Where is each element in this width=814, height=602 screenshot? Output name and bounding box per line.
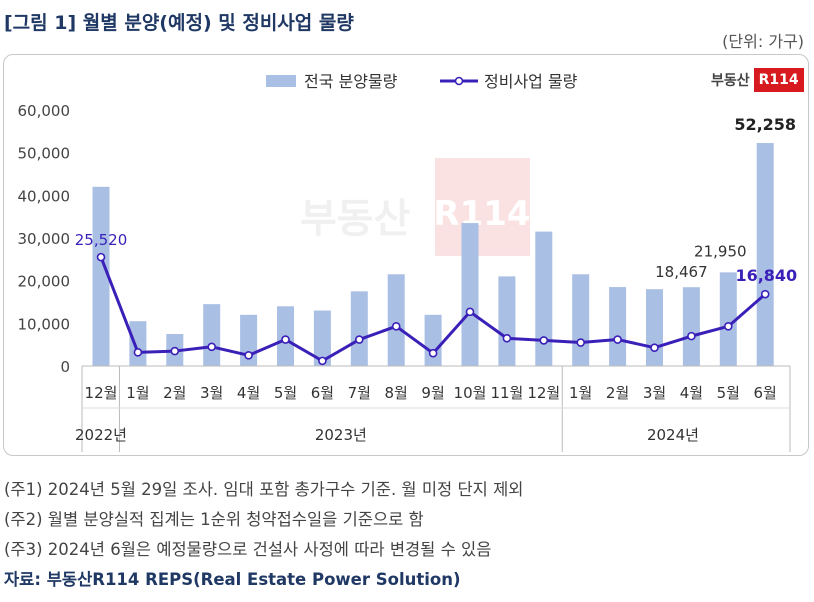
data-label: 52,258 bbox=[734, 115, 796, 134]
line-marker bbox=[428, 348, 438, 358]
watermark-box-text: R114 bbox=[433, 194, 530, 234]
y-tick-label: 10,000 bbox=[18, 315, 71, 333]
x-tick-label: 11월 bbox=[490, 384, 523, 402]
line-marker bbox=[281, 335, 290, 344]
line-marker bbox=[244, 351, 253, 360]
chart-title: [그림 1] 월별 분양(예정) 및 정비사업 물량 bbox=[4, 12, 354, 34]
bar bbox=[387, 274, 405, 366]
x-tick-label: 6월 bbox=[754, 384, 777, 402]
x-tick-label: 12월 bbox=[527, 384, 560, 402]
bar bbox=[424, 314, 442, 366]
brand-logo-text: 부동산 bbox=[711, 73, 750, 89]
note-2: (주2) 월별 분양실적 집계는 1순위 청약접수일을 기준으로 함 bbox=[4, 510, 424, 529]
bar bbox=[203, 304, 221, 366]
y-tick-label: 40,000 bbox=[18, 187, 71, 205]
year-group-label: 2022년 bbox=[75, 426, 127, 444]
brand-logo: 부동산 R114 bbox=[711, 66, 804, 94]
x-tick-label: 12월 bbox=[85, 384, 118, 402]
line-marker bbox=[687, 331, 696, 341]
x-tick-label: 9월 bbox=[421, 384, 444, 402]
year-group-label: 2024년 bbox=[647, 426, 699, 444]
x-tick-label: 4월 bbox=[237, 384, 260, 402]
x-tick-label: 10월 bbox=[454, 384, 487, 402]
x-tick-label: 8월 bbox=[385, 384, 408, 402]
data-label: 25,520 bbox=[75, 231, 128, 249]
note-1: (주1) 2024년 5월 29일 조사. 임대 포함 총가구수 기준. 월 미… bbox=[4, 480, 524, 499]
line-marker bbox=[354, 335, 364, 344]
legend-line-label: 정비사업 물량 bbox=[484, 72, 578, 91]
unit-label: (단위: 가구) bbox=[722, 32, 804, 51]
watermark-text: 부동산 bbox=[300, 196, 411, 242]
line-marker bbox=[650, 343, 659, 352]
y-tick-label: 60,000 bbox=[18, 102, 71, 120]
legend-bar-swatch bbox=[266, 75, 296, 87]
line-marker bbox=[133, 348, 143, 357]
x-tick-label: 2월 bbox=[163, 384, 186, 402]
line-marker bbox=[318, 356, 327, 366]
legend-bar-label: 전국 분양물량 bbox=[304, 72, 398, 91]
bar bbox=[756, 143, 774, 366]
y-tick-label: 0 bbox=[60, 358, 70, 376]
source-line: 자료: 부동산R114 REPS(Real Estate Power Solut… bbox=[4, 570, 461, 589]
x-tick-label: 4월 bbox=[680, 384, 703, 402]
bar bbox=[92, 186, 110, 366]
x-tick-label: 5월 bbox=[717, 384, 740, 402]
year-group-label: 2023년 bbox=[315, 426, 367, 444]
x-tick-label: 5월 bbox=[274, 384, 297, 402]
line-marker bbox=[723, 322, 733, 331]
bar bbox=[682, 287, 700, 366]
bar bbox=[646, 289, 663, 366]
line-marker bbox=[539, 336, 549, 345]
line-marker bbox=[170, 346, 180, 356]
bar bbox=[719, 272, 737, 366]
data-label: 18,467 bbox=[655, 263, 708, 281]
bar bbox=[498, 276, 516, 366]
line-marker bbox=[760, 289, 770, 299]
line-marker bbox=[96, 252, 106, 262]
x-tick-label: 3월 bbox=[643, 384, 666, 402]
x-tick-label: 1월 bbox=[569, 384, 592, 402]
data-label: 16,840 bbox=[735, 266, 797, 285]
bar bbox=[572, 274, 590, 366]
chart-svg: 부동산 R114 0 10,000 20,000 30,000 40,000 50,000 60… bbox=[18, 72, 797, 452]
line-marker bbox=[613, 335, 622, 344]
bar bbox=[609, 287, 627, 366]
line-marker bbox=[207, 342, 216, 352]
x-tick-label: 6월 bbox=[311, 384, 334, 402]
y-tick-label: 20,000 bbox=[18, 273, 71, 291]
watermark-box bbox=[435, 158, 530, 256]
y-tick-label: 50,000 bbox=[18, 145, 71, 163]
bar bbox=[461, 223, 479, 366]
bar bbox=[313, 310, 331, 366]
x-tick-label: 1월 bbox=[126, 384, 149, 402]
note-3: (주3) 2024년 6월은 예정물량으로 건설사 사정에 따라 변경될 수 있… bbox=[4, 540, 492, 559]
bar bbox=[350, 291, 368, 366]
line-marker bbox=[502, 333, 512, 343]
data-label: 21,950 bbox=[694, 242, 747, 260]
legend-line-marker bbox=[454, 76, 464, 86]
brand-logo-box: R114 bbox=[753, 68, 804, 92]
y-tick-label: 30,000 bbox=[18, 230, 71, 248]
x-tick-label: 7월 bbox=[348, 384, 371, 402]
line-marker bbox=[465, 307, 475, 317]
bar bbox=[535, 231, 553, 366]
chart-frame bbox=[3, 54, 809, 456]
watermark: 부동산 R114 bbox=[300, 158, 531, 256]
line-marker bbox=[391, 322, 401, 331]
line-marker bbox=[576, 338, 586, 347]
x-tick-label: 2월 bbox=[606, 384, 629, 402]
bar bbox=[129, 321, 147, 366]
x-tick-label: 3월 bbox=[200, 384, 223, 402]
